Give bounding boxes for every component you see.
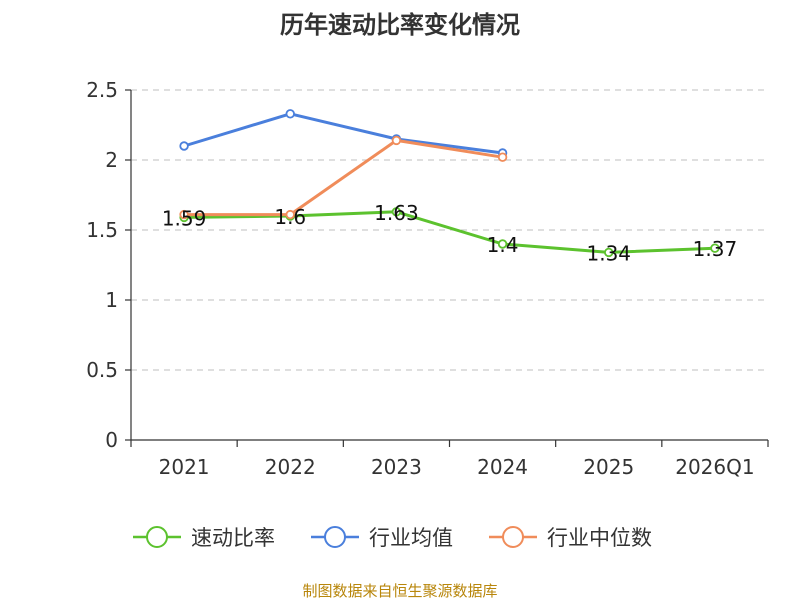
data-point-3 bbox=[179, 209, 189, 220]
legend: 速动比率 行业均值 行业中位数 bbox=[133, 526, 652, 550]
x-tick-label: 2025 bbox=[583, 455, 634, 479]
data-labels: 1.59 1.6 1.63 1.4 1.34 1.37 bbox=[162, 201, 737, 266]
y-tick-label: 2 bbox=[105, 148, 118, 172]
series-line-3 bbox=[184, 138, 503, 217]
legend-item-2: 行业均值 bbox=[311, 526, 453, 550]
data-point-1 bbox=[710, 243, 720, 253]
data-point-1 bbox=[497, 239, 508, 249]
series-lines bbox=[179, 109, 720, 258]
x-tick-label: 2023 bbox=[371, 455, 422, 479]
source-note: 制图数据来自恒生聚源数据库 bbox=[302, 582, 497, 600]
legend-swatch-marker bbox=[324, 526, 346, 548]
data-point-3 bbox=[391, 135, 402, 146]
data-point-2 bbox=[179, 141, 189, 151]
series-line-1 bbox=[184, 210, 715, 254]
data-point-3 bbox=[497, 152, 508, 162]
data-label: 1.59 bbox=[162, 206, 207, 230]
legend-label: 行业均值 bbox=[369, 526, 453, 550]
x-tick-label: 2021 bbox=[159, 455, 210, 479]
data-point-3 bbox=[285, 209, 295, 220]
data-label: 1.63 bbox=[374, 201, 419, 225]
y-tick-label: 0.5 bbox=[86, 358, 118, 382]
data-point-1 bbox=[391, 207, 402, 217]
legend-item-3: 行业中位数 bbox=[489, 526, 652, 550]
data-label: 1.37 bbox=[693, 237, 738, 261]
x-tick-label: 2024 bbox=[477, 455, 528, 479]
y-tick-label: 2.5 bbox=[86, 78, 118, 102]
legend-swatch-marker bbox=[146, 526, 168, 548]
series-line-2 bbox=[183, 112, 503, 155]
x-tick-label: 2026Q1 bbox=[675, 455, 754, 479]
grid-lines bbox=[131, 89, 768, 371]
data-label: 1.6 bbox=[274, 205, 306, 229]
data-point-2 bbox=[285, 109, 295, 119]
legend-label: 行业中位数 bbox=[547, 526, 652, 550]
data-point-1 bbox=[604, 247, 614, 258]
y-tick-label: 0 bbox=[105, 428, 118, 452]
legend-label: 速动比率 bbox=[191, 526, 275, 550]
axes: 0 0.5 1 1.5 2 2.5 2021 2022 2023 2024 2025 2026Q1 bbox=[86, 78, 769, 479]
x-tick-label: 2022 bbox=[265, 455, 316, 479]
legend-item-1: 速动比率 bbox=[133, 526, 275, 550]
y-tick-label: 1 bbox=[105, 288, 118, 312]
y-tick-label: 1.5 bbox=[86, 218, 118, 242]
data-label: 1.4 bbox=[487, 233, 519, 257]
data-label: 1.34 bbox=[586, 241, 631, 265]
legend-swatch-marker bbox=[502, 526, 524, 548]
chart-title: 历年速动比率变化情况 bbox=[280, 11, 520, 39]
